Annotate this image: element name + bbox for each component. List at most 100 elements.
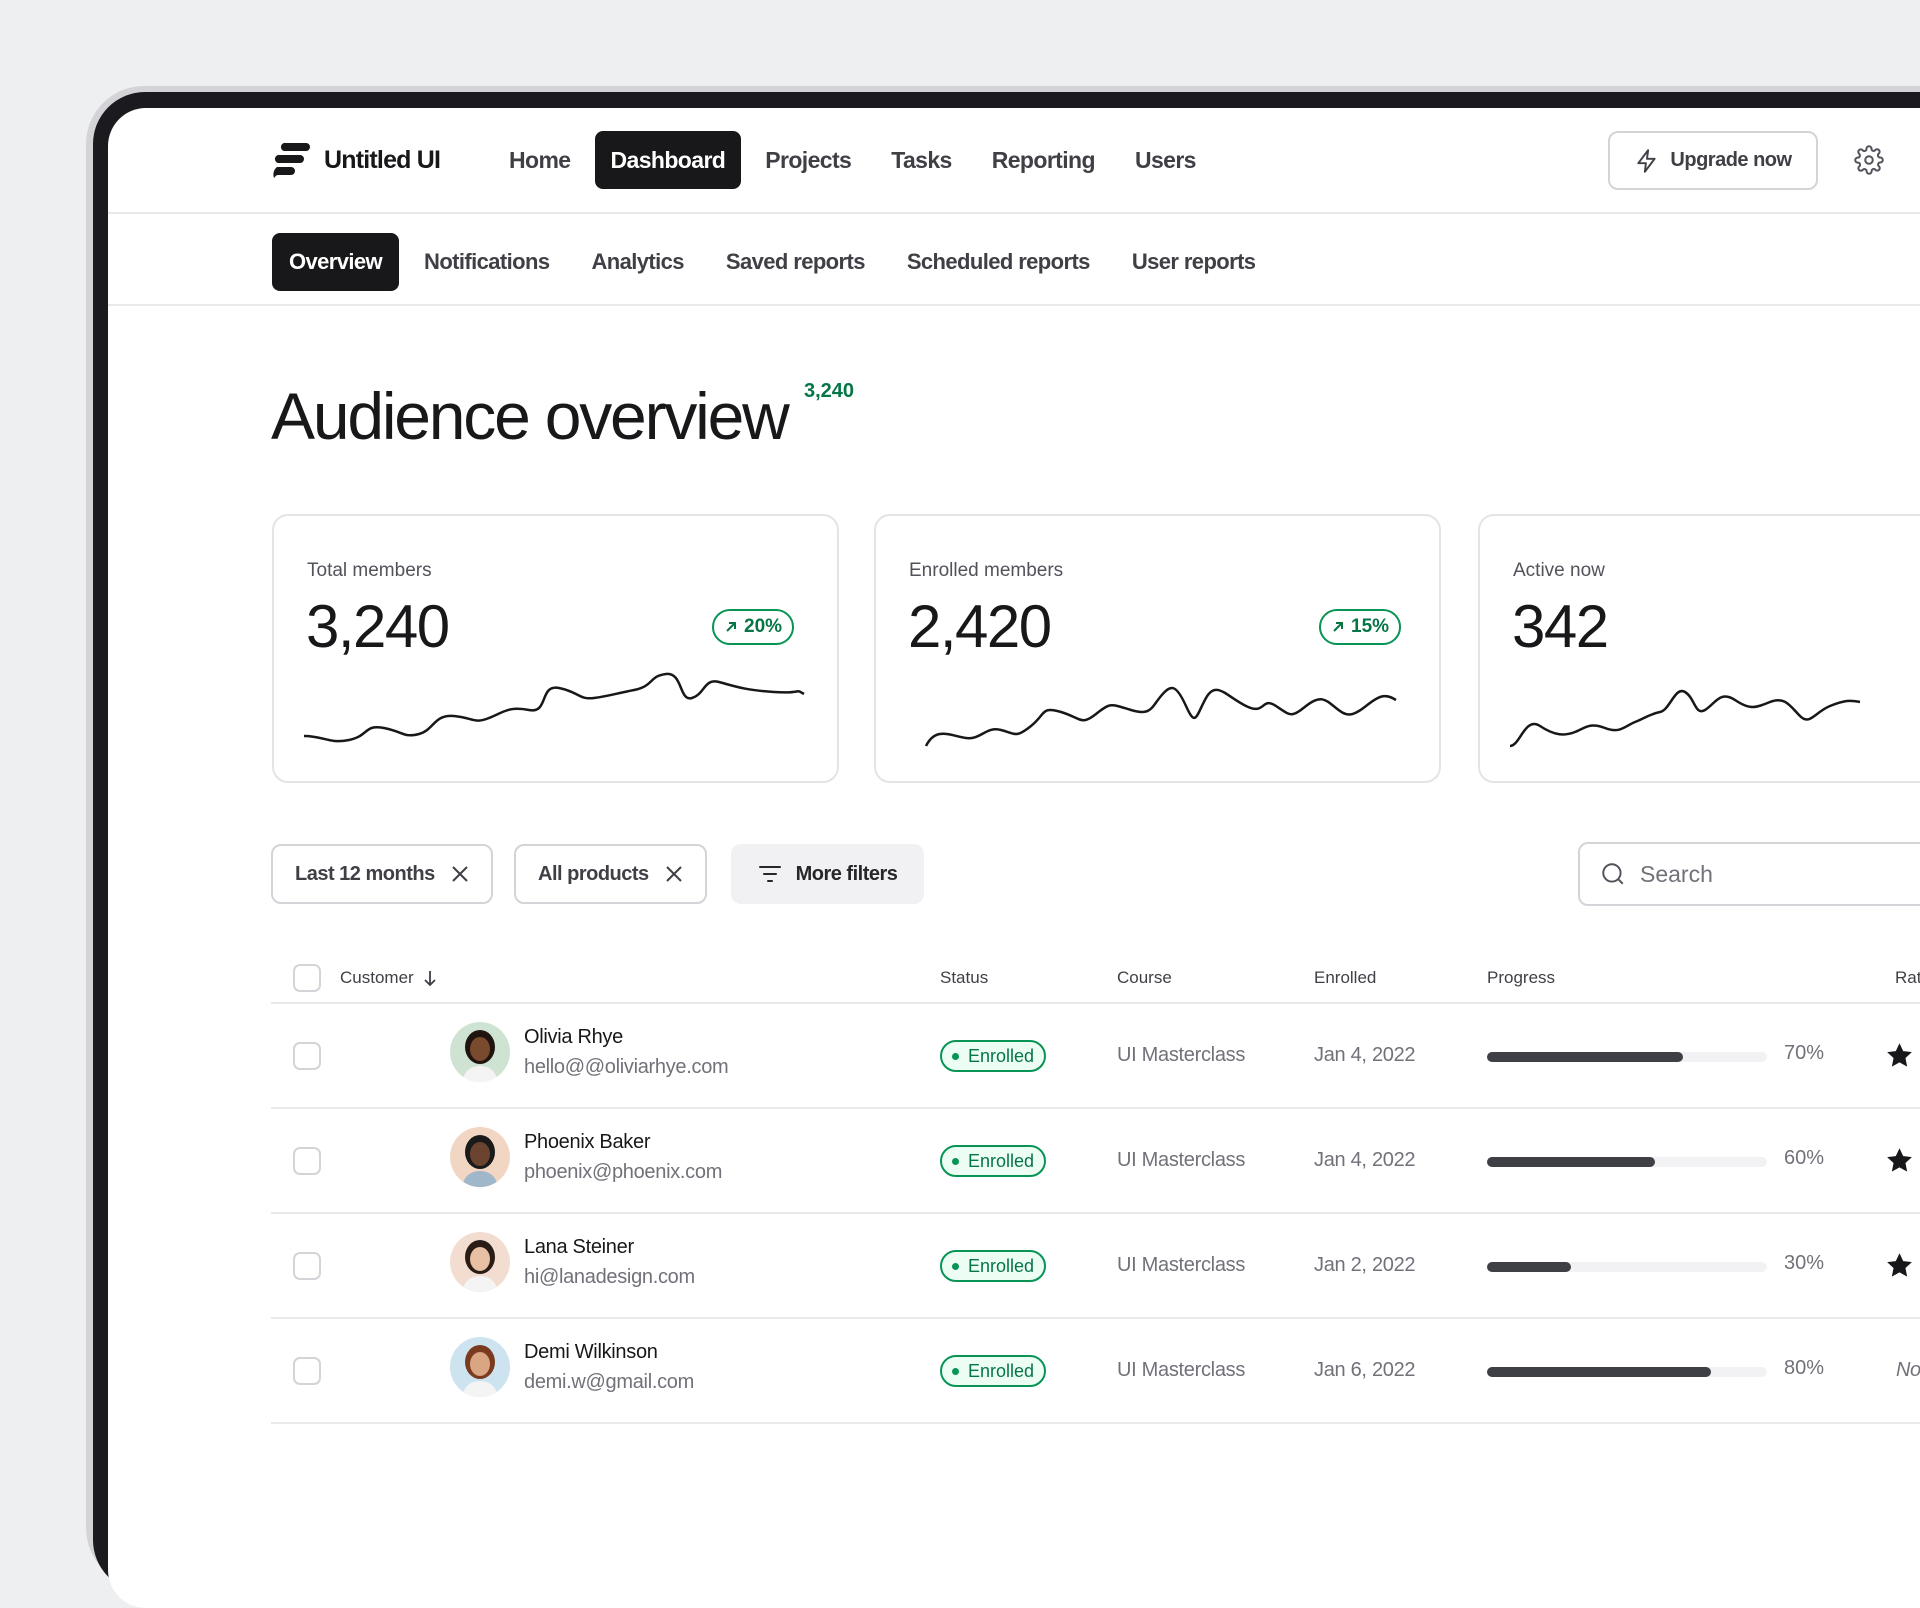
- close-icon[interactable]: [665, 865, 683, 883]
- table-row[interactable]: Demi Wilkinson demi.w@gmail.com Enrolled UI…: [271, 1319, 1920, 1424]
- progress-fill: [1487, 1262, 1571, 1272]
- logo-icon: [273, 142, 310, 178]
- rating-stars: [1886, 1147, 1920, 1173]
- top-navigation: [108, 108, 1920, 214]
- search-placeholder: Search: [1640, 860, 1713, 887]
- stat-value: 3,240: [306, 593, 450, 660]
- more-filters-button[interactable]: More filters: [731, 844, 924, 904]
- filter-lines-icon: [758, 866, 781, 882]
- trend-badge: 15%: [1319, 609, 1402, 645]
- sparkline: [924, 686, 1397, 747]
- row-checkbox[interactable]: [293, 1252, 321, 1280]
- filter-label: All products: [538, 862, 649, 885]
- nav-home[interactable]: Home: [509, 147, 571, 173]
- tab-analytics[interactable]: Analytics: [591, 249, 684, 274]
- column-rating: Rating: [1895, 968, 1920, 987]
- customer-name: Lana Steiner: [524, 1236, 634, 1258]
- tab-saved-reports[interactable]: Saved reports: [725, 249, 866, 274]
- sub-tabs: Overview Notifications Analytics Saved r…: [272, 233, 1272, 291]
- progress-fill: [1487, 1367, 1711, 1377]
- app-screen: Untitled UI Home Dashboard Projects Task…: [108, 108, 1920, 1608]
- stat-value: 342: [1512, 593, 1609, 660]
- tab-scheduled-reports[interactable]: Scheduled reports: [906, 249, 1091, 274]
- tab-notifications[interactable]: Notifications: [424, 249, 550, 274]
- nav-users[interactable]: Users: [1134, 147, 1197, 173]
- column-label: Customer: [340, 968, 414, 987]
- lightning-icon: [1637, 148, 1656, 173]
- enrolled-date: Jan 6, 2022: [1314, 1359, 1416, 1381]
- progress-fill: [1487, 1157, 1655, 1167]
- filter-chip-all-products[interactable]: All products: [514, 844, 707, 904]
- column-enrolled: Enrolled: [1314, 968, 1377, 987]
- page-title: Audience overview: [271, 379, 790, 453]
- select-all-checkbox[interactable]: [293, 964, 321, 992]
- search-icon: [1602, 863, 1624, 885]
- title-count: 3,240: [804, 380, 855, 402]
- progress-label: 30%: [1784, 1252, 1825, 1274]
- customer-email: hi@lanadesign.com: [524, 1266, 695, 1288]
- course: UI Masterclass: [1117, 1359, 1246, 1381]
- customer-name: Olivia Rhye: [524, 1026, 623, 1048]
- row-checkbox[interactable]: [293, 1042, 321, 1070]
- table-header: Customer Status Course Enrolled Progress…: [271, 950, 1920, 1004]
- rating-text: Not yet rated: [1896, 1359, 1920, 1381]
- column-customer[interactable]: Customer: [340, 968, 438, 988]
- status-label: Enrolled: [968, 1360, 1035, 1381]
- stat-card-total-members: Total members 3,240 20%: [272, 514, 839, 783]
- sparkline: [1510, 689, 1861, 748]
- star-icon: [1887, 1148, 1912, 1172]
- star-icon: [1887, 1253, 1912, 1277]
- progress-bar: [1487, 1052, 1767, 1062]
- nav-projects[interactable]: Projects: [765, 147, 852, 173]
- status-badge: Enrolled: [940, 1355, 1047, 1387]
- more-filters-label: More filters: [795, 862, 898, 885]
- brand-name: Untitled UI: [324, 145, 441, 174]
- nav-reporting[interactable]: Reporting: [991, 147, 1096, 173]
- gear-icon: [1854, 145, 1884, 175]
- filter-label: Last 12 months: [295, 862, 435, 885]
- status-label: Enrolled: [968, 1150, 1035, 1171]
- search-input[interactable]: Search: [1578, 842, 1920, 906]
- nav-tasks[interactable]: Tasks: [891, 147, 952, 173]
- close-icon[interactable]: [451, 865, 469, 883]
- stat-card-enrolled-members: Enrolled members 2,420 15%: [874, 514, 1441, 783]
- nav-dashboard[interactable]: Dashboard: [594, 131, 742, 189]
- row-checkbox[interactable]: [293, 1147, 321, 1175]
- upgrade-now-button[interactable]: Upgrade now: [1608, 131, 1818, 190]
- table-row[interactable]: Olivia Rhye hello@@oliviarhye.com Enrolled…: [271, 1004, 1920, 1109]
- avatar: [450, 1337, 510, 1397]
- column-progress: Progress: [1487, 968, 1556, 987]
- settings-button[interactable]: [1854, 145, 1884, 180]
- course: UI Masterclass: [1117, 1044, 1246, 1066]
- stat-label: Total members: [307, 560, 432, 581]
- avatar: [450, 1022, 510, 1082]
- tab-user-reports[interactable]: User reports: [1131, 249, 1256, 274]
- star-icon: [1887, 1043, 1912, 1067]
- course: UI Masterclass: [1117, 1149, 1246, 1171]
- customer-name: Demi Wilkinson: [524, 1341, 658, 1363]
- table-row[interactable]: Lana Steiner hi@lanadesign.com Enrolled UI …: [271, 1214, 1920, 1319]
- row-checkbox[interactable]: [293, 1357, 321, 1385]
- status-dot-icon: [952, 1367, 959, 1375]
- avatar: [450, 1232, 510, 1292]
- progress-fill: [1487, 1052, 1683, 1062]
- progress-label: 80%: [1784, 1357, 1825, 1379]
- progress-bar: [1487, 1262, 1767, 1272]
- progress-bar: [1487, 1367, 1767, 1377]
- enrolled-date: Jan 2, 2022: [1314, 1254, 1416, 1276]
- stat-label: Active now: [1513, 560, 1605, 581]
- progress-bar: [1487, 1157, 1767, 1167]
- trend-badge: 20%: [712, 609, 795, 645]
- main-nav: Home Dashboard Projects Tasks Reporting …: [493, 131, 1212, 189]
- status-badge: Enrolled: [940, 1145, 1047, 1177]
- status-dot-icon: [952, 1052, 959, 1060]
- table-row[interactable]: Phoenix Baker phoenix@phoenix.com Enrolled…: [271, 1109, 1920, 1214]
- filter-chip-last-12-months[interactable]: Last 12 months: [271, 844, 493, 904]
- status-label: Enrolled: [968, 1045, 1035, 1066]
- progress-label: 70%: [1784, 1042, 1825, 1064]
- trend-value: 15%: [1351, 616, 1390, 637]
- tab-overview[interactable]: Overview: [272, 233, 400, 291]
- rating-stars: [1886, 1042, 1920, 1068]
- logo[interactable]: Untitled UI: [272, 141, 441, 179]
- status-label: Enrolled: [968, 1255, 1035, 1276]
